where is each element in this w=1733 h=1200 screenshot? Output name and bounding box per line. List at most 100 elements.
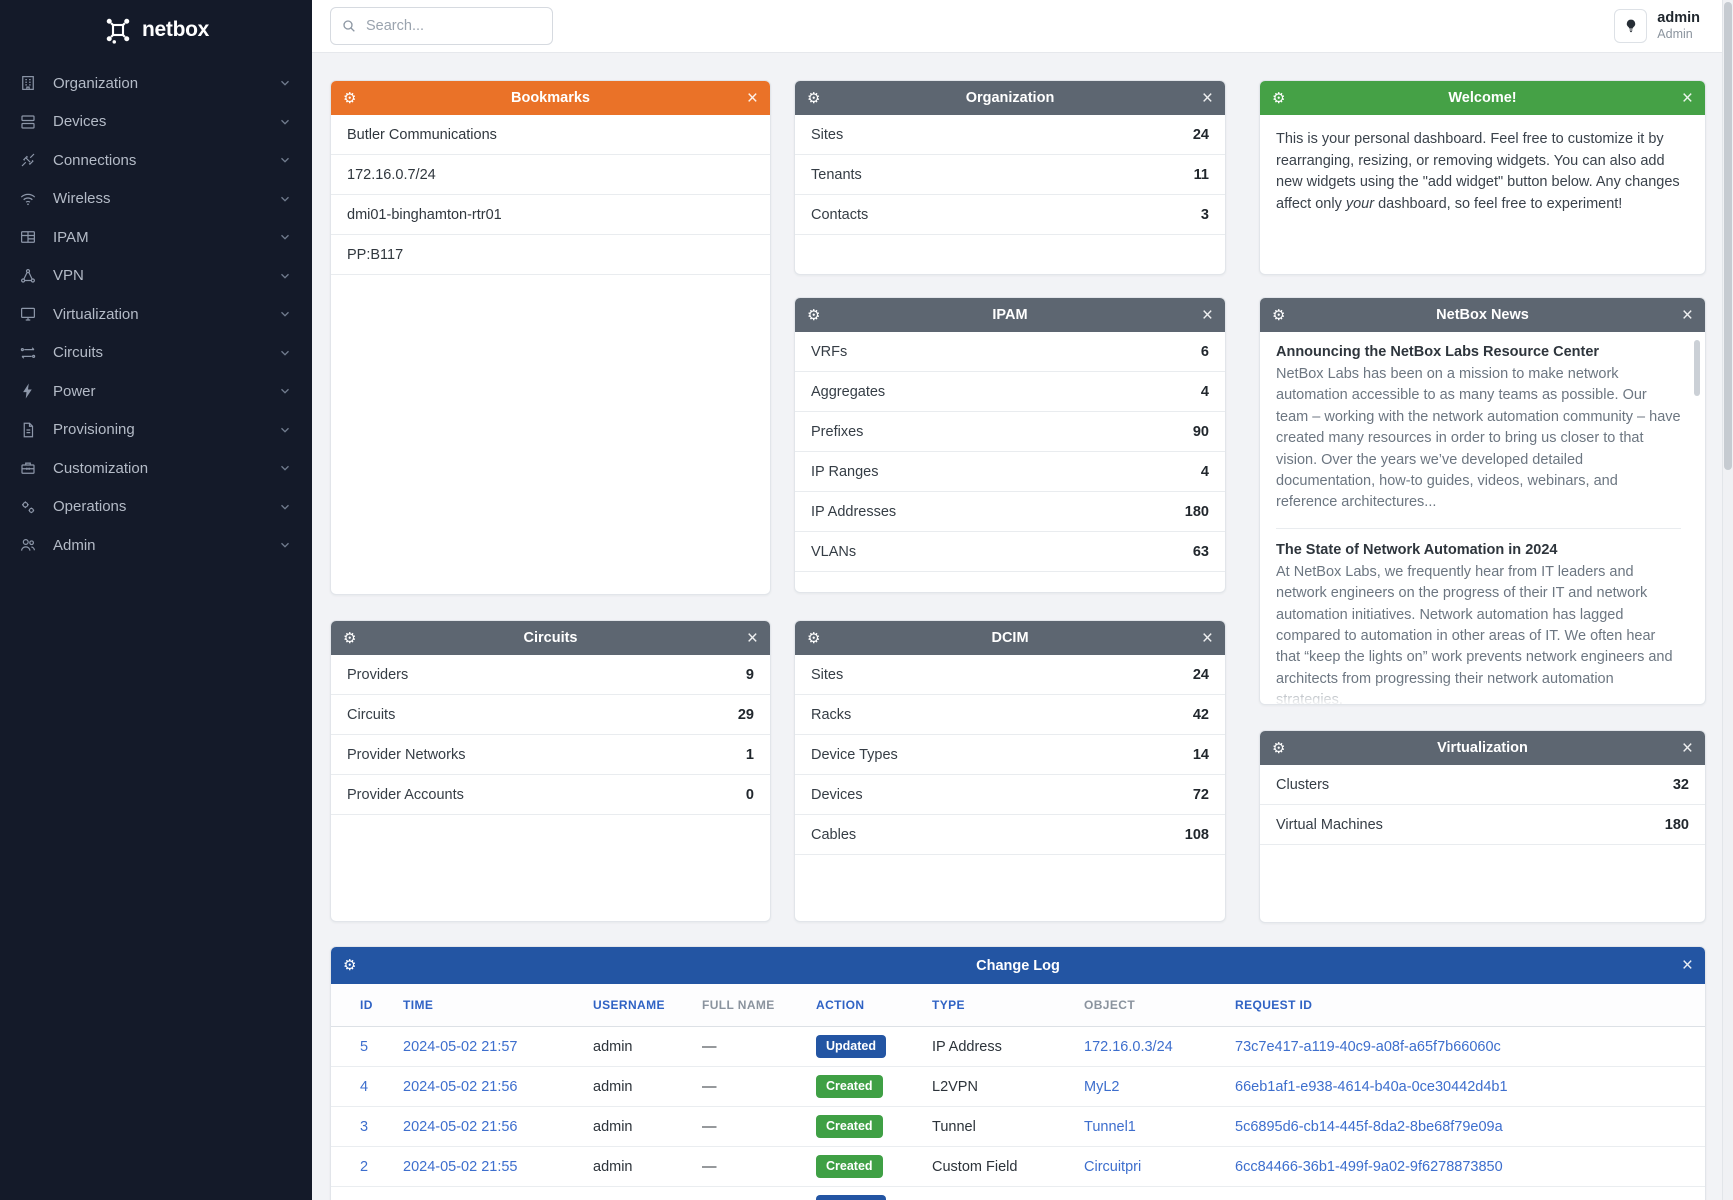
stat-label[interactable]: Racks — [811, 706, 852, 723]
netbox-logo[interactable]: netbox — [0, 0, 312, 56]
stat-label[interactable]: Sites — [811, 666, 844, 683]
stat-label[interactable]: IP Addresses — [811, 503, 897, 520]
changelog-table-header: ID TIME USERNAME FULL NAME ACTION TYPE OBJECT R… — [331, 984, 1705, 1027]
stat-label[interactable]: Providers — [347, 666, 409, 683]
stat-label[interactable]: Provider Networks — [347, 746, 466, 763]
stat-label[interactable]: Circuits — [347, 706, 396, 723]
cell-request-id[interactable]: 66eb1af1-e938-4614-b40a-0ce30442d4b1 — [1235, 1078, 1508, 1095]
cell-id[interactable]: 3 — [360, 1118, 369, 1135]
cell-time[interactable]: 2024-05-02 21:56 — [403, 1118, 518, 1135]
gear-icon[interactable]: ⚙ — [343, 629, 357, 647]
sidebar-item-operations[interactable]: Operations — [0, 488, 312, 527]
gear-icon[interactable]: ⚙ — [1272, 739, 1286, 757]
stat-label[interactable]: VRFs — [811, 343, 848, 360]
cell-request-id[interactable]: 5c6895d6-cb14-445f-8da2-8be68f79e09a — [1235, 1118, 1503, 1135]
column-header[interactable]: OBJECT — [1084, 998, 1136, 1012]
news-article-title[interactable]: Announcing the NetBox Labs Resource Cent… — [1276, 344, 1600, 360]
cell-object[interactable]: MyL2 — [1084, 1078, 1120, 1095]
column-header[interactable]: USERNAME — [593, 998, 665, 1012]
sidebar-item-wireless[interactable]: Wireless — [0, 180, 312, 219]
column-header[interactable]: FULL NAME — [702, 998, 775, 1012]
sidebar-item-vpn[interactable]: VPN — [0, 257, 312, 296]
page-scrollbar[interactable] — [1722, 0, 1733, 1200]
gear-icon[interactable]: ⚙ — [807, 629, 821, 647]
cell-time[interactable]: 2024-05-02 21:56 — [403, 1078, 518, 1095]
column-header[interactable]: REQUEST ID — [1235, 998, 1313, 1012]
bookmark-item[interactable]: PP:B117 — [331, 235, 770, 275]
stat-label[interactable]: Cables — [811, 826, 857, 843]
column-header[interactable]: ACTION — [816, 998, 865, 1012]
close-icon[interactable]: × — [1201, 304, 1213, 326]
sidebar-item-organization[interactable]: Organization — [0, 64, 312, 103]
cell-time[interactable]: 2024-05-02 21:57 — [403, 1038, 518, 1055]
column-header[interactable]: TYPE — [932, 998, 965, 1012]
gear-icon[interactable]: ⚙ — [807, 89, 821, 107]
gear-icon[interactable]: ⚙ — [1272, 89, 1286, 107]
stat-label[interactable]: Clusters — [1276, 776, 1330, 793]
cell-id[interactable]: 4 — [360, 1078, 369, 1095]
search-box[interactable] — [330, 7, 553, 45]
sidebar-item-connections[interactable]: Connections — [0, 141, 312, 180]
stat-label[interactable]: Devices — [811, 786, 863, 803]
bookmark-item[interactable]: dmi01-binghamton-rtr01 — [331, 195, 770, 235]
user-menu[interactable]: admin Admin — [1657, 10, 1700, 41]
bookmark-item[interactable]: Butler Communications — [331, 115, 770, 155]
close-icon[interactable]: × — [1681, 955, 1693, 976]
stat-label[interactable]: VLANs — [811, 543, 857, 560]
cell-object[interactable]: Circuitpri — [1084, 1158, 1142, 1175]
stat-label[interactable]: Device Types — [811, 746, 898, 763]
sidebar-item-admin[interactable]: Admin — [0, 526, 312, 565]
stat-label[interactable]: Virtual Machines — [1276, 816, 1383, 833]
close-icon[interactable]: × — [1681, 737, 1693, 759]
cell-object[interactable]: Tunnel1 — [1084, 1118, 1136, 1135]
gear-icon[interactable]: ⚙ — [343, 957, 357, 974]
close-icon[interactable]: × — [746, 627, 758, 649]
search-icon — [343, 20, 355, 32]
ipam-widget: ⚙ IPAM × VRFs 6 Aggregates 4 Prefixes 90 IP Ra… — [794, 297, 1226, 593]
cell-request-id[interactable]: 6cc84466-36b1-499f-9a02-9f6278873850 — [1235, 1158, 1503, 1175]
cell-request-id[interactable]: 73c7e417-a119-40c9-a08f-a65f7b66060c — [1235, 1038, 1501, 1055]
cell-time[interactable]: 2024-05-02 21:54 — [403, 1199, 593, 1200]
gear-icon[interactable]: ⚙ — [1272, 306, 1286, 324]
stat-label[interactable]: Sites — [811, 126, 844, 143]
stat-label[interactable]: Tenants — [811, 166, 862, 183]
stat-row: Sites 24 — [795, 655, 1225, 695]
news-scrollbar-thumb[interactable] — [1694, 340, 1700, 396]
stat-label[interactable]: Prefixes — [811, 423, 864, 440]
close-icon[interactable]: × — [1681, 87, 1693, 109]
cell-request-id[interactable]: 7d6520f9-7858-4d6b-a81d-8f3c2d4e5f10 — [1235, 1199, 1689, 1200]
cell-id[interactable]: 1 — [360, 1199, 403, 1200]
sidebar-item-ipam[interactable]: IPAM — [0, 218, 312, 257]
sidebar-item-customization[interactable]: Customization — [0, 449, 312, 488]
column-header[interactable]: ID — [360, 998, 373, 1012]
cell-id[interactable]: 5 — [360, 1038, 369, 1055]
bookmark-item[interactable]: 172.16.0.7/24 — [331, 155, 770, 195]
column-header[interactable]: TIME — [403, 998, 434, 1012]
stat-row: VRFs 6 — [795, 332, 1225, 372]
close-icon[interactable]: × — [1681, 304, 1693, 326]
stat-label[interactable]: Provider Accounts — [347, 786, 464, 803]
close-icon[interactable]: × — [746, 87, 758, 109]
close-icon[interactable]: × — [1201, 627, 1213, 649]
stat-row: Sites 24 — [795, 115, 1225, 155]
sidebar-item-virtualization[interactable]: Virtualization — [0, 295, 312, 334]
server-icon — [19, 112, 38, 131]
cell-object[interactable]: 172.16.0.3/24 — [1084, 1038, 1173, 1055]
stat-label[interactable]: IP Ranges — [811, 463, 879, 480]
stat-label[interactable]: Aggregates — [811, 383, 886, 400]
close-icon[interactable]: × — [1201, 87, 1213, 109]
page-scrollbar-thumb[interactable] — [1724, 2, 1732, 470]
cell-time[interactable]: 2024-05-02 21:55 — [403, 1158, 518, 1175]
sidebar-item-circuits[interactable]: Circuits — [0, 334, 312, 373]
gear-icon[interactable]: ⚙ — [807, 306, 821, 324]
cell-id[interactable]: 2 — [360, 1158, 369, 1175]
search-input[interactable] — [366, 18, 536, 34]
news-article-title[interactable]: The State of Network Automation in 2024 — [1276, 541, 1558, 558]
cell-object[interactable]: DM-Nashua — [1084, 1199, 1235, 1200]
sidebar-item-power[interactable]: Power — [0, 372, 312, 411]
sidebar-item-provisioning[interactable]: Provisioning — [0, 411, 312, 450]
theme-toggle-button[interactable] — [1614, 9, 1648, 43]
sidebar-item-devices[interactable]: Devices — [0, 103, 312, 142]
stat-label[interactable]: Contacts — [811, 206, 869, 223]
gear-icon[interactable]: ⚙ — [343, 89, 357, 107]
